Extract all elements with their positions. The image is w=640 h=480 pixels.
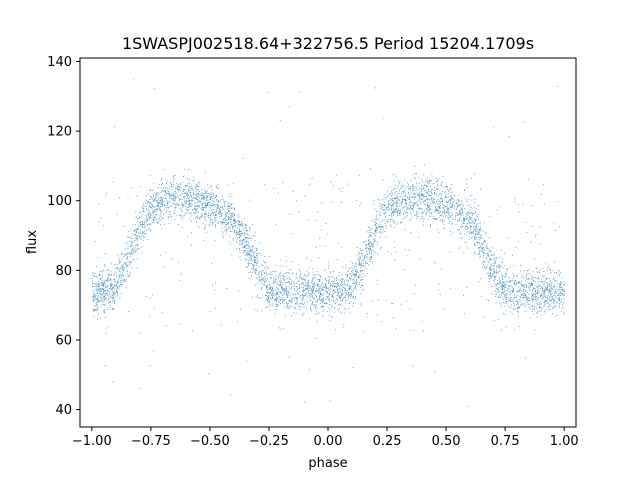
chart-title: 1SWASPJ002518.64+322756.5 Period 15204.1… [122,34,534,53]
flux-data-points [91,79,566,407]
x-tick-label: 0.50 [432,434,461,449]
x-tick-label: 0.25 [373,434,402,449]
y-tick-label: 120 [47,125,72,140]
x-tick-label: −0.50 [190,434,230,449]
x-tick-label: 0.75 [491,434,520,449]
y-tick-label: 60 [55,333,72,348]
y-tick-label: 140 [47,55,72,70]
x-tick-label: 1.00 [550,434,579,449]
y-axis-label: flux [25,230,40,254]
x-tick-label: −0.25 [249,434,289,449]
x-tick-label: −0.75 [131,434,171,449]
scatter-points [91,79,566,407]
x-axis: −1.00 −0.75 −0.50 −0.25 0.00 0.25 0.50 0.75 1.00 [72,427,579,449]
plot-area-frame [79,57,577,428]
x-tick-label: 0.00 [314,434,343,449]
y-axis: 40 60 80 100 120 140 [47,55,80,418]
x-axis-label: phase [308,456,347,471]
y-tick-label: 80 [55,264,72,279]
x-tick-label: −1.00 [72,434,112,449]
y-tick-label: 100 [47,194,72,209]
y-tick-label: 40 [55,403,72,418]
